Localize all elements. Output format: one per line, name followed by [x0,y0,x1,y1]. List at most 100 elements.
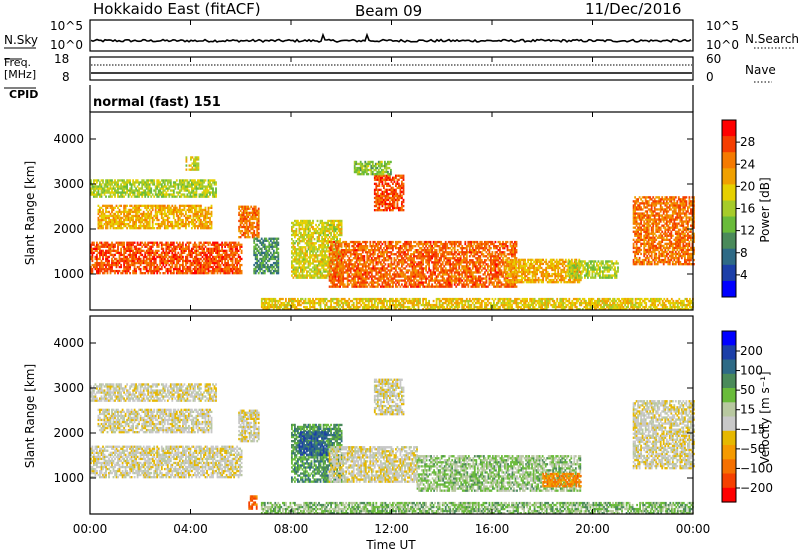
power-cell [232,258,234,260]
power-cell [185,250,187,252]
power-cell [200,183,202,185]
power-cell [190,193,192,195]
power-cell [146,209,148,211]
power-cell [119,258,121,260]
power-cell [164,209,166,211]
power-cell [140,181,142,183]
power-cell [241,244,243,246]
power-cell [131,209,133,211]
power-cell [182,219,184,221]
power-cell [137,185,139,187]
power-cell [165,256,167,258]
power-cell [181,196,183,198]
power-cell [93,242,95,244]
power-cell [205,219,207,221]
power-cell [140,225,142,227]
power-cell [107,207,109,209]
power-cell [185,211,187,213]
power-cell [99,264,101,266]
power-cell [126,191,128,193]
power-cell [99,258,101,260]
power-cell [102,209,104,211]
power-cell [177,215,179,217]
power-cell [194,219,196,221]
power-cell [134,183,136,185]
power-cell [232,262,234,264]
power-cell [93,252,95,254]
power-cell [99,207,101,209]
power-cell [209,217,211,219]
power-cell [203,248,205,250]
power-cell [173,227,175,229]
power-cell [92,268,94,270]
power-cell [156,272,158,274]
power-cell [168,252,170,254]
power-cell [193,264,195,266]
power-cell [123,242,125,244]
power-cell [185,227,187,229]
power-cell [155,209,157,211]
power-cell [111,196,113,198]
power-cell [131,248,133,250]
power-cell [164,183,166,185]
power-cell [150,196,152,198]
power-cell [140,258,142,260]
power-cell [161,225,163,227]
power-cell [191,250,193,252]
power-cell [164,211,166,213]
power-cell [164,266,166,268]
power-cell [239,266,241,268]
power-cell [117,183,119,185]
power-cell [187,262,189,264]
power-cell [196,244,198,246]
power-cell [208,244,210,246]
power-cell [99,221,101,223]
power-cell [131,185,133,187]
power-cell [156,215,158,217]
power-cell [101,207,103,209]
power-cell [177,221,179,223]
power-cell [119,219,121,221]
power-cell [179,209,181,211]
power-cell [108,256,110,258]
power-cell [99,185,101,187]
power-cell [174,187,176,189]
power-cell [184,266,186,268]
power-cell [202,183,204,185]
power-cell [167,272,169,274]
power-cell [158,244,160,246]
power-cell [161,254,163,256]
power-cell [179,223,181,225]
power-cell [119,179,121,181]
power-cell [165,196,167,198]
power-cell [173,272,175,274]
radar-summary-figure: Hokkaido East (fitACF) Beam 09 11/Dec/20… [0,0,800,554]
power-cell [200,258,202,260]
power-cell [149,219,151,221]
power-cell [227,262,229,264]
power-cell [153,244,155,246]
power-cell [123,244,125,246]
power-cell [165,191,167,193]
power-cell [134,191,136,193]
power-cell [200,227,202,229]
power-cell [102,256,104,258]
power-cell [129,221,131,223]
power-cell [209,264,211,266]
power-cell [211,223,213,225]
power-cell [171,264,173,266]
power-cell [140,223,142,225]
power-cell [167,223,169,225]
power-cell [152,225,154,227]
power-cell [185,213,187,215]
power-cell [200,270,202,272]
power-cell [149,221,151,223]
power-cell [173,213,175,215]
power-cell [92,258,94,260]
power-cell [190,266,192,268]
power-cell [98,205,100,207]
power-cell [173,262,175,264]
power-cell [171,266,173,268]
nsky-left-tick-top: 10^5 [50,19,83,33]
power-cell [167,189,169,191]
